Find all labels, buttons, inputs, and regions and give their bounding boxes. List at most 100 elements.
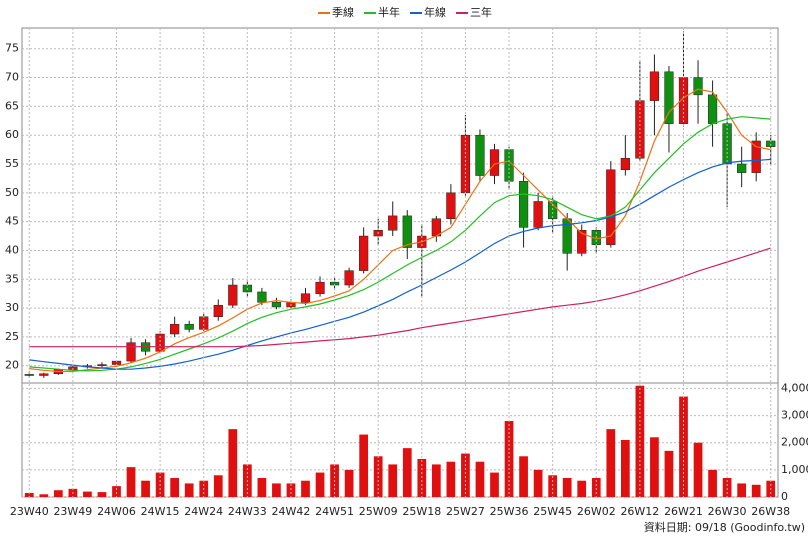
candle-body xyxy=(737,163,747,173)
volume-bar xyxy=(519,456,528,497)
legend-label: 三年 xyxy=(470,5,492,19)
candle-body xyxy=(388,215,398,231)
candle-body xyxy=(199,316,209,330)
candle-body xyxy=(707,94,718,124)
candle-body xyxy=(475,134,485,176)
volume-bar xyxy=(402,448,412,497)
candle-body xyxy=(693,77,703,96)
volume-bar xyxy=(548,475,558,497)
volume-bar xyxy=(751,484,761,497)
y-tick-label: 55 xyxy=(5,157,19,170)
volume-bar xyxy=(344,469,354,497)
volume-bar xyxy=(650,437,659,497)
volume-bar xyxy=(693,442,703,497)
candle-body xyxy=(606,169,616,245)
y-tick-label: 4,000 xyxy=(781,381,808,394)
x-tick-label: 24W33 xyxy=(228,505,267,518)
volume-bar xyxy=(562,478,572,497)
volume-bar xyxy=(112,486,121,497)
candle-body xyxy=(184,323,194,330)
volume-bar xyxy=(388,464,398,497)
x-tick-label: 23W40 xyxy=(10,505,49,518)
volume-bar xyxy=(184,483,194,497)
volume-bar xyxy=(591,478,601,497)
candle-body xyxy=(431,218,441,237)
volume-bar xyxy=(533,469,543,497)
ma-line xyxy=(29,88,771,373)
x-tick-label: 25W09 xyxy=(359,505,398,518)
volume-bar xyxy=(24,492,34,497)
volume-bar xyxy=(141,480,150,497)
x-tick-label: 24W42 xyxy=(272,505,311,518)
candle-body xyxy=(97,364,107,366)
ma-line xyxy=(29,158,771,370)
volume-bar xyxy=(126,467,136,497)
legend-label: 年線 xyxy=(424,5,446,19)
candle-body xyxy=(664,71,674,124)
x-tick-label: 23W49 xyxy=(53,505,92,518)
x-tick-label: 26W02 xyxy=(577,505,616,518)
candle-body xyxy=(300,293,311,303)
candle-body xyxy=(359,235,369,271)
volume-bar xyxy=(272,483,281,497)
ma-line xyxy=(29,116,771,372)
x-tick-label: 26W30 xyxy=(708,505,747,518)
x-tick-label: 24W06 xyxy=(97,505,136,518)
candle-body xyxy=(257,291,267,303)
y-tick-label: 1,000 xyxy=(781,463,808,476)
volume-bar xyxy=(461,453,470,497)
volume-bar xyxy=(53,490,63,497)
volume-bar xyxy=(722,478,732,497)
y-tick-label: 65 xyxy=(5,99,19,112)
volume-bar xyxy=(679,396,688,497)
candle-body xyxy=(577,230,587,254)
candle-body xyxy=(344,270,354,286)
candle-body xyxy=(271,302,282,308)
candle-body xyxy=(402,215,412,248)
volume-bar xyxy=(257,478,267,497)
volume-bar xyxy=(301,480,310,497)
candle-body xyxy=(751,140,761,173)
x-tick-label: 25W18 xyxy=(402,505,441,518)
y-tick-label: 75 xyxy=(5,42,19,55)
volume-bar xyxy=(83,491,92,497)
x-tick-label: 26W12 xyxy=(620,505,659,518)
y-tick-label: 70 xyxy=(5,71,19,84)
x-tick-label: 26W38 xyxy=(751,505,790,518)
volume-bar xyxy=(446,461,456,497)
volume-bar xyxy=(286,483,296,497)
x-tick-label: 25W27 xyxy=(446,505,485,518)
x-tick-label: 25W45 xyxy=(533,505,572,518)
volume-bar xyxy=(39,494,49,497)
source-note: 資料日期: 09/18 (Goodinfo.tw) xyxy=(644,520,805,534)
volume-bar xyxy=(606,429,616,497)
volume-bar xyxy=(475,461,485,497)
candle-body xyxy=(533,201,543,228)
y-tick-label: 45 xyxy=(5,215,19,228)
candle-body xyxy=(620,157,630,171)
candle-body xyxy=(446,192,456,220)
y-tick-label: 40 xyxy=(5,243,19,256)
x-tick-label: 24W51 xyxy=(315,505,354,518)
y-tick-label: 20 xyxy=(5,359,19,372)
candle-body xyxy=(24,374,34,376)
x-tick-label: 24W24 xyxy=(184,505,223,518)
candle-body xyxy=(649,71,660,101)
x-tick-label: 24W15 xyxy=(141,505,180,518)
candle-body xyxy=(518,181,529,228)
volume-bar xyxy=(577,480,587,497)
x-tick-label: 25W36 xyxy=(490,505,529,518)
volume-bar xyxy=(213,475,223,497)
y-tick-label: 35 xyxy=(5,272,19,285)
candle-body xyxy=(315,281,325,294)
volume-bar xyxy=(737,483,747,497)
volume-bar xyxy=(97,492,107,497)
candle-body xyxy=(170,323,180,335)
volume-bar xyxy=(170,478,180,497)
volume-bar xyxy=(490,472,499,497)
y-tick-label: 3,000 xyxy=(781,409,808,422)
ma-line xyxy=(29,247,771,348)
y-tick-label: 30 xyxy=(5,301,19,314)
volume-bar xyxy=(620,440,630,497)
